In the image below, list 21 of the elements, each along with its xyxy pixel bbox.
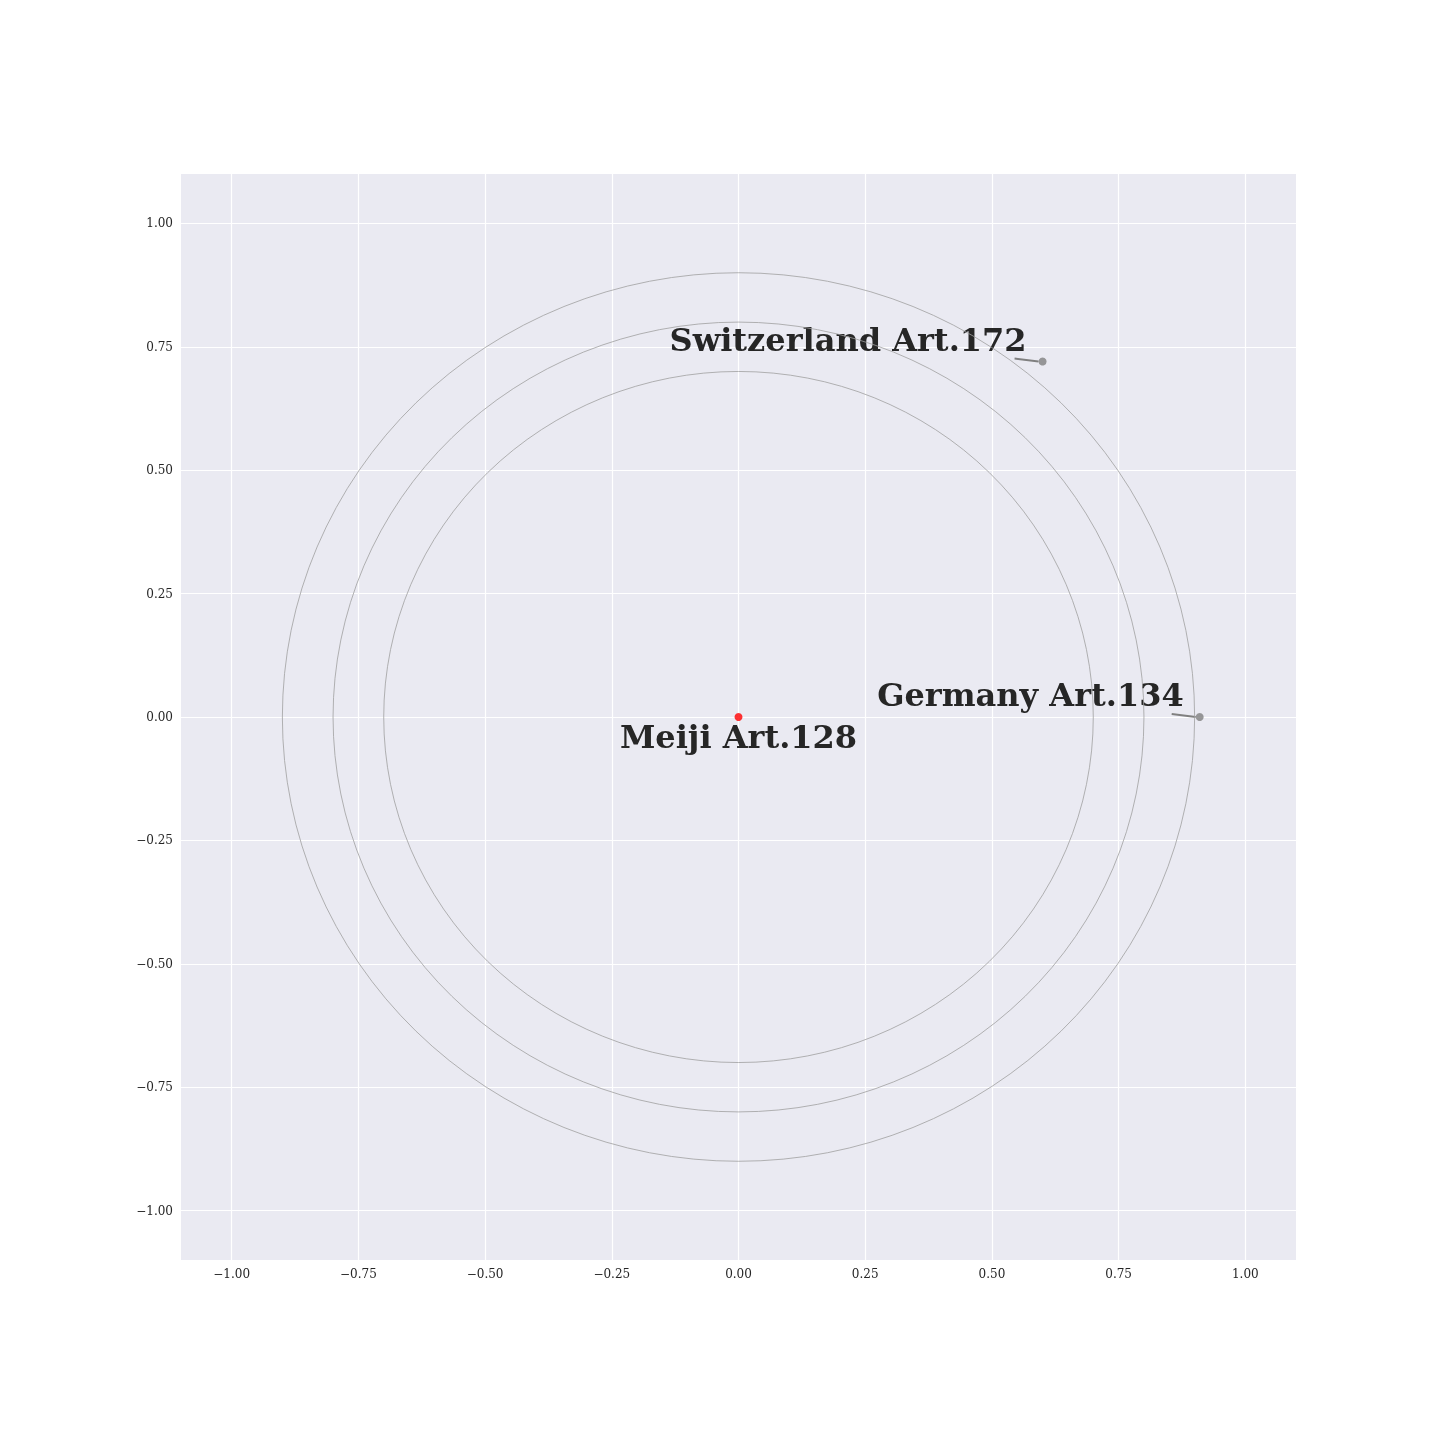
y-tick-label: −0.25 [136,833,173,848]
y-tick-label: 1.00 [146,216,173,231]
x-tick-label: −1.00 [213,1267,251,1281]
annotation: Meiji Art.128 [619,718,858,756]
x-tick-label: 1.00 [1231,1267,1259,1281]
y-tick-label: −0.75 [136,1080,173,1095]
x-tick-label: 0.50 [978,1267,1006,1281]
y-tick-label: 0.50 [146,463,173,478]
x-tick-label: 0.00 [725,1267,752,1281]
x-tick-label: 0.25 [851,1267,879,1281]
y-tick-label: −0.50 [136,956,173,971]
x-tick-label: −0.50 [466,1267,504,1281]
y-tick-label: 0.25 [146,586,173,601]
y-tick-label: 0.75 [146,339,173,354]
annotation: Germany Art.134 [877,676,1184,714]
annotation: Switzerland Art.172 [669,320,1027,359]
y-tick-label: 0.00 [146,710,173,724]
y-tick-label: −1.00 [136,1203,173,1218]
x-tick-label: −0.75 [340,1267,377,1281]
x-tick-label: −0.25 [593,1267,631,1281]
x-tick-label: 0.75 [1105,1267,1132,1281]
